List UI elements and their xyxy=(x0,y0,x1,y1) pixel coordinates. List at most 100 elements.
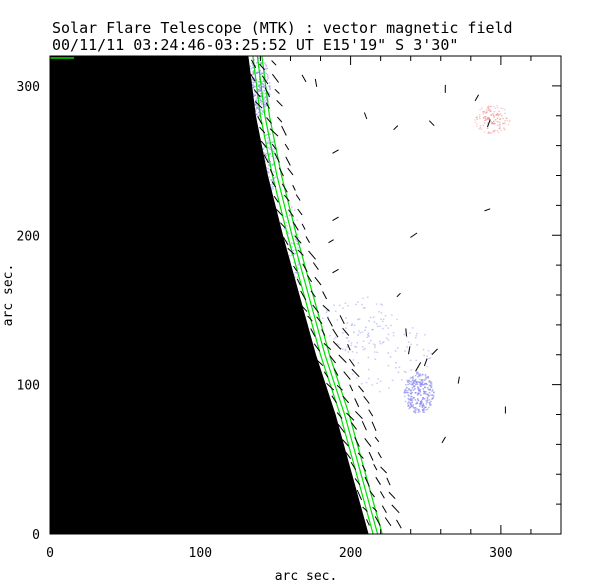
positive-field-speckle xyxy=(489,106,492,108)
negative-field-speckle xyxy=(256,97,259,99)
positive-field-speckle xyxy=(474,121,477,123)
negative-field-speckle xyxy=(362,348,365,351)
negative-field-speckle xyxy=(252,64,254,67)
positive-field-speckle xyxy=(495,114,498,116)
negative-field-speckle xyxy=(261,113,264,115)
positive-field-speckle xyxy=(485,112,487,114)
negative-field-speckle xyxy=(415,335,418,337)
negative-field-speckle xyxy=(350,344,353,347)
negative-field-speckle xyxy=(424,393,427,395)
negative-field-speckle xyxy=(403,333,406,336)
positive-field-speckle xyxy=(486,107,489,109)
negative-field-speckle xyxy=(338,344,340,346)
negative-field-speckle xyxy=(267,92,270,94)
negative-field-speckle xyxy=(251,62,253,64)
negative-field-speckle xyxy=(407,402,409,404)
positive-field-speckle xyxy=(507,123,510,126)
field-vector xyxy=(372,506,378,512)
positive-field-speckle xyxy=(496,121,499,123)
negative-field-speckle xyxy=(257,107,260,110)
positive-field-speckle xyxy=(497,107,499,109)
negative-field-speckle xyxy=(262,111,265,113)
negative-field-speckle xyxy=(430,400,432,403)
negative-field-speckle xyxy=(263,152,265,154)
negative-field-speckle xyxy=(406,346,408,348)
negative-field-speckle xyxy=(258,115,260,117)
field-vector xyxy=(457,376,460,384)
negative-field-speckle xyxy=(367,335,370,337)
positive-field-speckle xyxy=(499,113,502,115)
field-vector xyxy=(260,140,267,148)
negative-field-speckle xyxy=(431,397,434,399)
negative-field-speckle xyxy=(358,318,361,320)
field-vector xyxy=(350,462,357,471)
negative-field-speckle xyxy=(364,307,366,309)
positive-field-speckle xyxy=(492,113,494,115)
positive-field-layer xyxy=(474,105,511,135)
positive-field-speckle xyxy=(487,118,490,120)
positive-field-speckle xyxy=(498,110,500,112)
negative-field-speckle xyxy=(379,325,381,327)
positive-field-speckle xyxy=(500,129,502,132)
positive-field-speckle xyxy=(492,105,495,108)
negative-field-speckle xyxy=(296,276,299,279)
field-vector xyxy=(316,359,324,366)
negative-field-speckle xyxy=(408,382,411,385)
field-vector xyxy=(339,315,345,325)
positive-field-speckle xyxy=(493,114,495,117)
negative-field-speckle xyxy=(361,331,364,333)
negative-field-speckle xyxy=(259,89,262,92)
negative-field-speckle xyxy=(430,386,433,388)
negative-field-speckle xyxy=(270,183,272,186)
field-vector xyxy=(284,143,290,151)
negative-field-speckle xyxy=(285,240,288,242)
negative-field-speckle xyxy=(413,380,416,382)
negative-field-speckle xyxy=(417,381,420,383)
negative-field-speckle xyxy=(257,71,259,74)
negative-field-speckle xyxy=(272,141,274,143)
negative-field-speckle xyxy=(422,403,424,405)
negative-field-speckle xyxy=(373,321,376,323)
negative-field-speckle xyxy=(431,394,434,397)
negative-field-speckle xyxy=(336,319,339,321)
positive-field-speckle xyxy=(499,118,502,120)
negative-field-speckle xyxy=(256,62,258,64)
positive-field-speckle xyxy=(483,117,485,119)
negative-field-speckle xyxy=(254,64,257,67)
negative-field-speckle xyxy=(416,344,418,346)
negative-field-speckle xyxy=(420,379,423,381)
negative-field-speckle xyxy=(297,243,299,246)
negative-field-speckle xyxy=(406,379,408,382)
negative-field-speckle xyxy=(267,133,269,136)
field-vector xyxy=(280,222,286,229)
negative-field-speckle xyxy=(406,386,408,389)
field-vector xyxy=(374,516,381,526)
negative-field-speckle xyxy=(263,146,266,148)
negative-field-speckle xyxy=(405,371,407,373)
field-vector xyxy=(250,73,256,82)
negative-field-speckle xyxy=(416,408,418,410)
negative-field-speckle xyxy=(407,381,409,383)
negative-field-speckle xyxy=(273,171,275,173)
negative-field-speckle xyxy=(264,92,266,95)
negative-field-speckle xyxy=(296,240,298,242)
positive-field-speckle xyxy=(490,110,492,112)
field-vector xyxy=(363,112,368,120)
negative-field-speckle xyxy=(357,362,360,364)
positive-field-speckle xyxy=(501,115,503,117)
negative-field-speckle xyxy=(379,343,382,345)
positive-field-speckle xyxy=(494,107,497,109)
negative-field-speckle xyxy=(372,343,375,345)
positive-field-speckle xyxy=(475,117,478,119)
negative-field-speckle xyxy=(368,320,370,322)
positive-field-speckle xyxy=(483,110,485,113)
field-vector xyxy=(375,476,381,485)
positive-field-speckle xyxy=(482,111,484,113)
field-vector xyxy=(423,358,428,367)
negative-field-speckle xyxy=(414,407,417,409)
field-vector xyxy=(326,382,335,391)
negative-field-speckle xyxy=(406,389,408,392)
negative-field-speckle xyxy=(414,378,417,381)
field-vector xyxy=(351,368,360,378)
field-vector xyxy=(284,194,290,202)
